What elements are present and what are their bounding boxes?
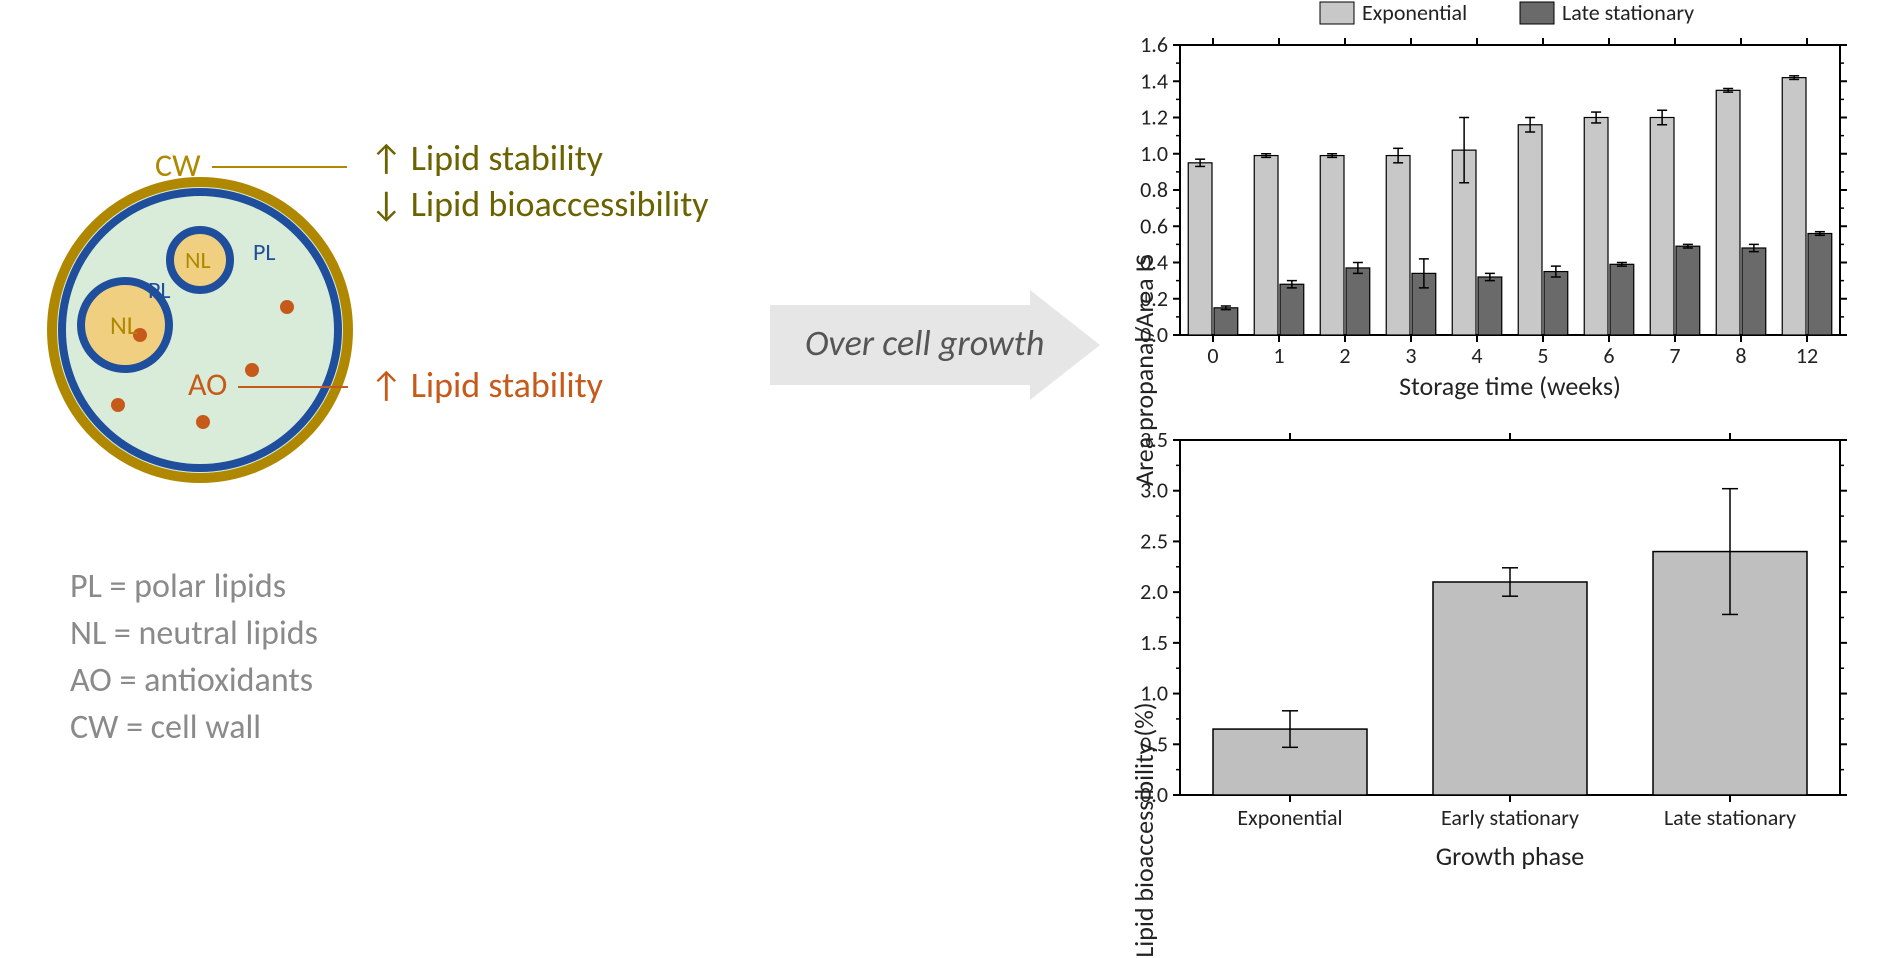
svg-text:3.0: 3.0	[1140, 477, 1168, 504]
svg-text:1.0: 1.0	[1140, 140, 1168, 167]
svg-text:Early stationary: Early stationary	[1441, 804, 1579, 831]
svg-text:2.5: 2.5	[1140, 527, 1168, 554]
svg-text:PL: PL	[148, 276, 171, 305]
svg-text:5: 5	[1537, 342, 1548, 369]
arrow-label: Over cell growth	[805, 321, 1044, 365]
svg-text:Exponential: Exponential	[1362, 0, 1467, 26]
svg-text:1.2: 1.2	[1140, 104, 1168, 131]
svg-text:Late stationary: Late stationary	[1562, 0, 1694, 26]
svg-text:0.8: 0.8	[1140, 176, 1168, 203]
cell-legend: PL = polar lipids NL = neutral lipids AO…	[70, 560, 470, 754]
svg-text:2.0: 2.0	[1140, 578, 1168, 605]
cw-leader-line	[212, 166, 347, 168]
legend-pl: PL = polar lipids	[70, 566, 470, 607]
svg-text:3.5: 3.5	[1140, 426, 1168, 453]
cw-label: CW	[155, 146, 201, 185]
svg-text:1.4: 1.4	[1140, 67, 1168, 94]
growth-phase-chart: Lipid bioaccessibility (%) 0.00.51.01.52…	[1100, 420, 1860, 880]
legend-ao: AO = antioxidants	[70, 660, 470, 701]
svg-text:0: 0	[1207, 342, 1218, 369]
svg-text:1.5: 1.5	[1140, 629, 1168, 656]
svg-text:8: 8	[1735, 342, 1746, 369]
storage-time-chart: Area propanal/Area IS ExponentialLate st…	[1100, 0, 1860, 400]
svg-text:NL: NL	[185, 246, 211, 275]
svg-text:Growth phase: Growth phase	[1436, 840, 1584, 872]
legend-cw: CW = cell wall	[70, 707, 470, 748]
chart2-y-label: Lipid bioaccessibility (%)	[1128, 702, 1160, 957]
svg-text:Storage time (weeks): Storage time (weeks)	[1399, 370, 1621, 400]
svg-text:PL: PL	[253, 238, 276, 267]
svg-text:NL: NL	[110, 309, 138, 341]
svg-text:12: 12	[1796, 342, 1818, 369]
svg-text:7: 7	[1669, 342, 1680, 369]
cell-diagram: NL NL PL PL	[40, 140, 360, 520]
svg-text:6: 6	[1603, 342, 1614, 369]
ao-label: AO	[188, 365, 227, 404]
ao-leader-line	[238, 386, 348, 388]
cw-annotation-1: ↑ Lipid stability	[370, 136, 603, 180]
svg-text:1: 1	[1273, 342, 1284, 369]
svg-text:4: 4	[1471, 342, 1482, 369]
svg-text:3: 3	[1405, 342, 1416, 369]
legend-nl: NL = neutral lipids	[70, 613, 470, 654]
svg-text:Exponential: Exponential	[1237, 804, 1342, 831]
svg-text:1.6: 1.6	[1140, 31, 1168, 58]
ao-annotation: ↑ Lipid stability	[370, 363, 603, 407]
svg-text:0.6: 0.6	[1140, 212, 1168, 239]
svg-text:Late stationary: Late stationary	[1664, 804, 1796, 831]
svg-text:2: 2	[1339, 342, 1350, 369]
cw-annotation-2: ↓ Lipid bioaccessibility	[370, 182, 709, 226]
